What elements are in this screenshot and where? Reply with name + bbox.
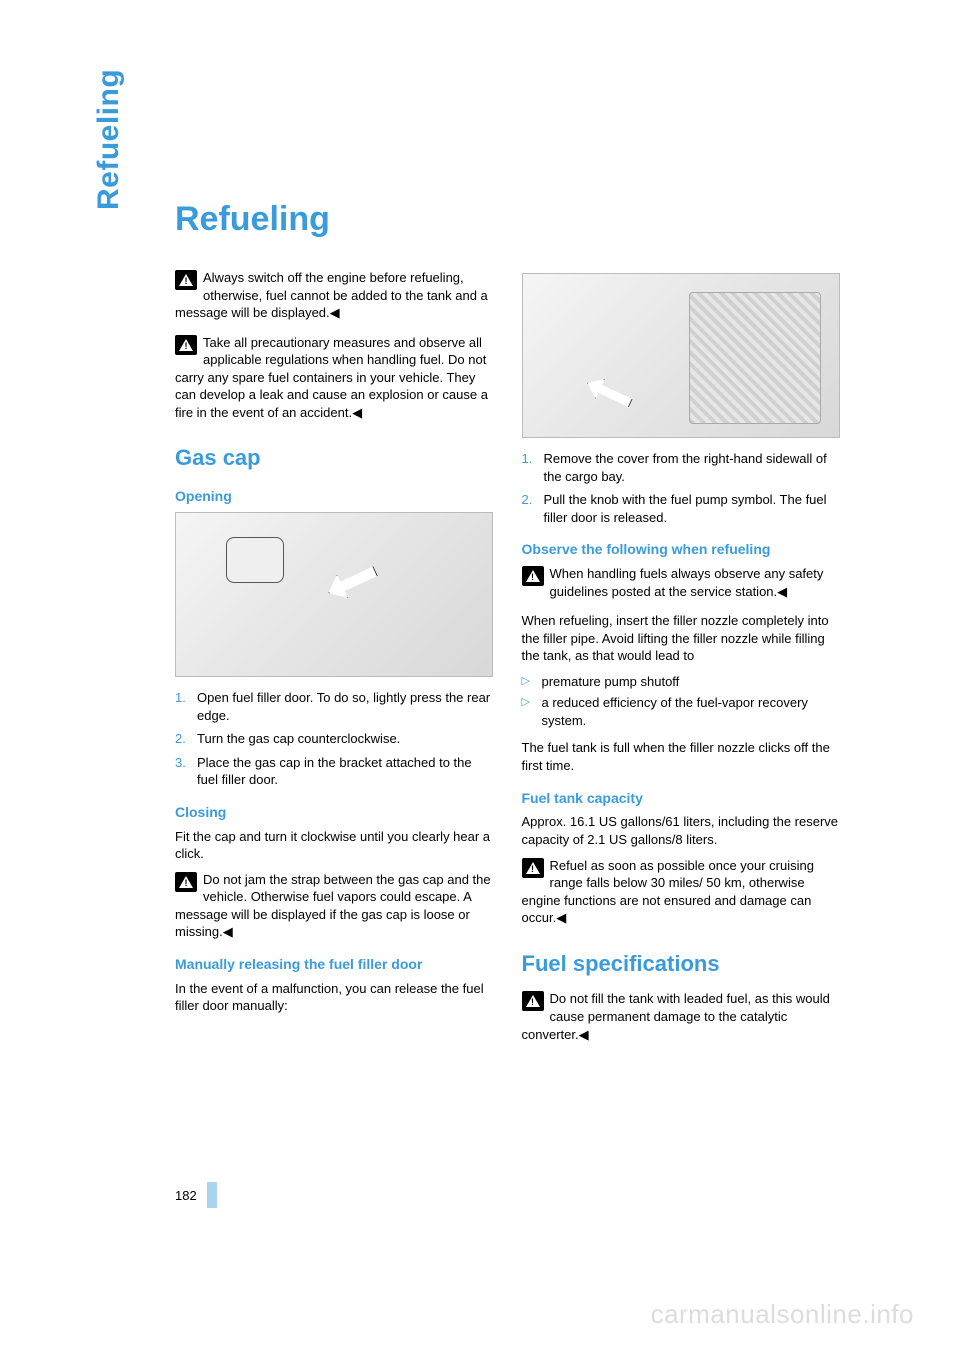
step-text: Turn the gas cap counterclockwise.	[197, 730, 400, 748]
warning-icon	[522, 566, 544, 586]
heading-manual-release: Manually releasing the fuel filler door	[175, 955, 494, 974]
observe-bullets: premature pump shutoff a reduced efficie…	[522, 673, 841, 730]
list-item: 3.Place the gas cap in the bracket attac…	[175, 754, 494, 789]
step-text: Place the gas cap in the bracket attache…	[197, 754, 494, 789]
warning-icon	[175, 270, 197, 290]
opening-steps: 1.Open fuel filler door. To do so, light…	[175, 689, 494, 789]
step-text: Remove the cover from the right-hand sid…	[544, 450, 841, 485]
manual-release-paragraph: In the event of a malfunction, you can r…	[175, 980, 494, 1015]
end-mark: ◀	[330, 304, 340, 322]
warning-icon	[522, 858, 544, 878]
heading-capacity: Fuel tank capacity	[522, 789, 841, 808]
figure-fuel-door	[175, 512, 493, 677]
page-number-bar	[207, 1182, 217, 1208]
list-item: premature pump shutoff	[522, 673, 841, 691]
step-number: 2.	[522, 491, 544, 526]
warning-icon	[175, 335, 197, 355]
figure-cargo-bay	[522, 273, 840, 438]
warning-block: Do not jam the strap between the gas cap…	[175, 871, 494, 941]
step-number: 2.	[175, 730, 197, 748]
capacity-paragraph: Approx. 16.1 US gallons/61 liters, inclu…	[522, 813, 841, 848]
heading-gas-cap: Gas cap	[175, 443, 494, 473]
page: Refueling Refueling Always switch off th…	[0, 0, 960, 1358]
step-text: Open fuel filler door. To do so, lightly…	[197, 689, 494, 724]
content-columns: Always switch off the engine before refu…	[175, 269, 840, 1055]
observe-paragraph: When refueling, insert the filler nozzle…	[522, 612, 841, 665]
list-item: 1.Remove the cover from the right-hand s…	[522, 450, 841, 485]
warning-block: When handling fuels always observe any s…	[522, 565, 841, 600]
step-number: 1.	[522, 450, 544, 485]
bullet-text: premature pump shutoff	[542, 673, 680, 691]
list-item: 2.Pull the knob with the fuel pump symbo…	[522, 491, 841, 526]
column-left: Always switch off the engine before refu…	[175, 269, 494, 1055]
warning-text: Take all precautionary measures and obse…	[175, 335, 488, 420]
warning-text: Do not fill the tank with leaded fuel, a…	[522, 991, 830, 1041]
end-mark: ◀	[579, 1026, 589, 1044]
heading-fuel-spec: Fuel specifications	[522, 949, 841, 979]
heading-closing: Closing	[175, 803, 494, 822]
list-item: a reduced efficiency of the fuel-vapor r…	[522, 694, 841, 729]
list-item: 1.Open fuel filler door. To do so, light…	[175, 689, 494, 724]
side-tab-label: Refueling	[92, 69, 126, 210]
manual-steps: 1.Remove the cover from the right-hand s…	[522, 450, 841, 526]
observe-paragraph-2: The fuel tank is full when the filler no…	[522, 739, 841, 774]
warning-block: Always switch off the engine before refu…	[175, 269, 494, 322]
heading-opening: Opening	[175, 487, 494, 506]
bullet-text: a reduced efficiency of the fuel-vapor r…	[542, 694, 841, 729]
step-text: Pull the knob with the fuel pump symbol.…	[544, 491, 841, 526]
end-mark: ◀	[223, 923, 233, 941]
column-right: 1.Remove the cover from the right-hand s…	[522, 269, 841, 1055]
end-mark: ◀	[777, 583, 787, 601]
page-title: Refueling	[175, 200, 840, 239]
page-number-wrap: 182	[175, 1182, 217, 1208]
heading-observe: Observe the following when refueling	[522, 540, 841, 559]
step-number: 1.	[175, 689, 197, 724]
step-number: 3.	[175, 754, 197, 789]
warning-block: Refuel as soon as possible once your cru…	[522, 857, 841, 927]
warning-icon	[175, 872, 197, 892]
page-number: 182	[175, 1188, 197, 1203]
end-mark: ◀	[352, 404, 362, 422]
watermark: carmanualsonline.info	[651, 1299, 914, 1330]
end-mark: ◀	[556, 909, 566, 927]
warning-block: Take all precautionary measures and obse…	[175, 334, 494, 422]
list-item: 2.Turn the gas cap counterclockwise.	[175, 730, 494, 748]
closing-paragraph: Fit the cap and turn it clockwise until …	[175, 828, 494, 863]
warning-icon	[522, 991, 544, 1011]
warning-block: Do not fill the tank with leaded fuel, a…	[522, 990, 841, 1043]
